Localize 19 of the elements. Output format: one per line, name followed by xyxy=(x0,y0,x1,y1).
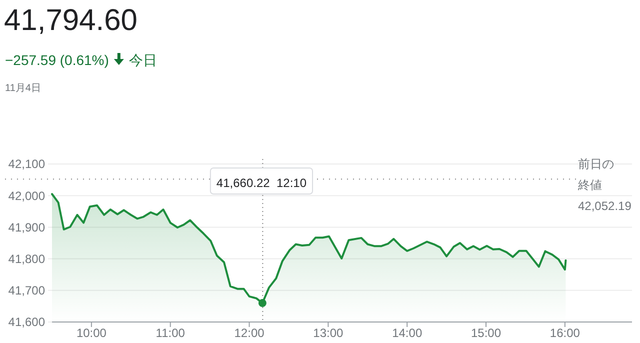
y-tick-label: 42,100 xyxy=(8,157,46,172)
x-tick-label: 10:00 xyxy=(76,326,107,340)
x-tick-label: 14:00 xyxy=(392,326,422,340)
x-tick-label: 12:00 xyxy=(234,326,265,340)
y-tick-label: 41,700 xyxy=(8,284,46,298)
x-tick-label: 13:00 xyxy=(313,326,344,340)
x-tick-label: 15:00 xyxy=(471,326,502,340)
chart-subtitle: −257.59 (0.61%) xyxy=(5,52,109,68)
ref-line-label: 前日の終値42,052.19 xyxy=(577,157,632,214)
y-tick-label: 41,900 xyxy=(8,220,46,234)
y-tick-label: 42,000 xyxy=(8,188,46,203)
x-tick-label: 16:00 xyxy=(550,326,580,340)
text: 11月4日 xyxy=(5,83,41,94)
chart-title: 41,794.60 xyxy=(4,4,138,37)
x-tick-label: 11:00 xyxy=(156,326,186,340)
annotation: 41,660.22 12:10 xyxy=(216,176,307,190)
text: 今日 xyxy=(128,52,157,68)
y-tick-label: 41,800 xyxy=(8,252,46,266)
y-tick-label: 41,600 xyxy=(8,315,46,330)
